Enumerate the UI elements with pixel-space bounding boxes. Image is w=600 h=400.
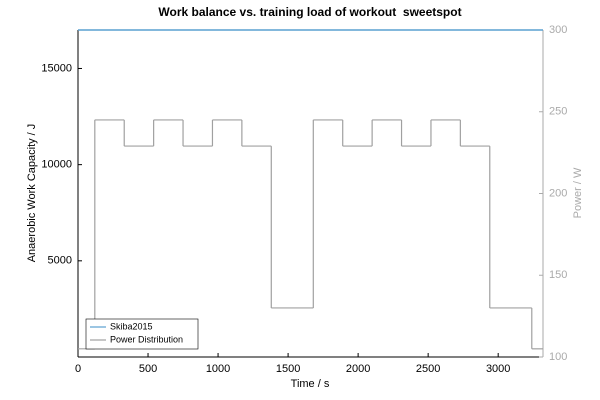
y-tick-label: 15000 — [41, 62, 72, 74]
x-tick-label: 1500 — [276, 363, 300, 375]
x-tick-label: 2500 — [416, 363, 440, 375]
legend-box — [85, 318, 199, 350]
y2-tick-label: 150 — [549, 269, 567, 281]
x-tick-label: 0 — [75, 363, 81, 375]
y2-tick-label: 100 — [549, 351, 567, 363]
y2-axis-label: Power / W — [572, 167, 584, 218]
y2-tick-label: 250 — [549, 106, 567, 118]
x-tick-label: 1000 — [206, 363, 230, 375]
x-tick-label: 2000 — [346, 363, 370, 375]
legend-label: Power Distribution — [110, 334, 183, 344]
y-axis-label: Anaerobic Work Capacity / J — [26, 124, 38, 263]
x-tick-label: 500 — [139, 363, 157, 375]
y2-tick-label: 200 — [549, 187, 567, 199]
x-tick-label: 3000 — [486, 363, 510, 375]
y-tick-label: 5000 — [48, 255, 72, 267]
y2-tick-label: 300 — [549, 24, 567, 36]
y-tick-label: 10000 — [41, 159, 72, 171]
chart-title: Work balance vs. training load of workou… — [158, 5, 461, 19]
x-axis-label: Time / s — [291, 378, 330, 390]
legend-label: Skiba2015 — [110, 321, 153, 331]
